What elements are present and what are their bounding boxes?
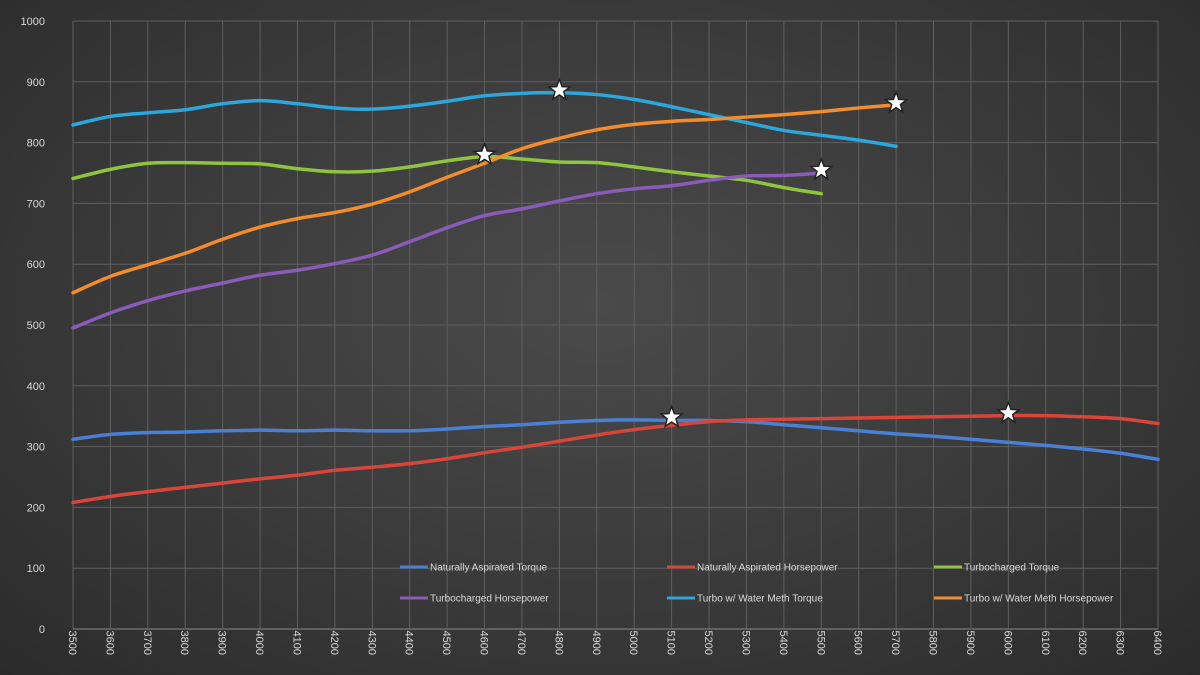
series-line-0	[71, 418, 1160, 462]
x-tick-label: 4900	[590, 631, 602, 655]
peak-star-marker	[546, 77, 572, 101]
x-tick-label: 6300	[1114, 631, 1126, 655]
y-tick-label: 800	[27, 138, 45, 150]
x-tick-label: 5700	[889, 631, 901, 655]
x-tick-label: 6000	[1001, 631, 1013, 655]
legend: Naturally Aspirated Torque Naturally Aspi…	[400, 563, 1114, 605]
x-tick-label: 4700	[515, 631, 527, 655]
peak-star-marker	[472, 141, 498, 166]
series-line-1	[71, 413, 1160, 505]
y-axis-tick-labels: 0 100 200 300 400 500 600 700 800 900 1000	[21, 16, 45, 636]
y-tick-label: 500	[27, 320, 45, 332]
series-line-3	[71, 171, 824, 330]
x-tick-label: 4800	[552, 631, 564, 655]
y-tick-label: 300	[27, 442, 45, 454]
legend-label: Turbo w/ Water Meth Horsepower	[964, 594, 1114, 605]
peak-markers	[472, 77, 1021, 429]
x-tick-label: 6200	[1076, 631, 1088, 655]
x-tick-label: 4100	[290, 631, 302, 655]
x-tick-label: 3500	[66, 631, 78, 655]
y-tick-label: 900	[27, 77, 45, 89]
legend-label: Naturally Aspirated Torque	[430, 563, 548, 574]
legend-label: Naturally Aspirated Horsepower	[697, 563, 838, 574]
y-tick-label: 1000	[21, 16, 45, 28]
x-tick-label: 5300	[739, 631, 751, 655]
legend-label: Turbocharged Torque	[964, 563, 1060, 574]
x-tick-label: 6100	[1039, 631, 1051, 655]
series-line-4	[71, 90, 898, 148]
legend-label: Turbocharged Horsepower	[430, 594, 549, 605]
x-axis-tick-labels: 3500 3600 3700 3800 3900 4000 4100 4200 4300 4400…	[66, 631, 1163, 655]
x-tick-label: 5400	[777, 631, 789, 655]
y-tick-label: 600	[27, 259, 45, 271]
x-tick-label: 5600	[852, 631, 864, 655]
y-tick-label: 0	[39, 624, 45, 636]
x-tick-label: 4600	[478, 631, 490, 655]
y-tick-label: 400	[27, 381, 45, 393]
x-tick-label: 4200	[328, 631, 340, 655]
x-tick-label: 4500	[440, 631, 452, 655]
x-tick-label: 5800	[927, 631, 939, 655]
peak-star-marker	[995, 400, 1021, 424]
peak-star-marker	[883, 89, 909, 114]
x-tick-label: 3600	[103, 631, 115, 655]
peak-star-marker	[808, 156, 834, 181]
x-tick-label: 5000	[627, 631, 639, 655]
x-tick-label: 5500	[814, 631, 826, 655]
x-tick-label: 4300	[365, 631, 377, 655]
x-tick-label: 5100	[665, 631, 677, 655]
x-tick-label: 4400	[403, 631, 415, 655]
data-series	[71, 90, 1160, 505]
series-line-2	[71, 154, 824, 196]
peak-star-marker	[659, 404, 685, 429]
x-tick-label: 5200	[702, 631, 714, 655]
y-tick-label: 100	[27, 563, 45, 575]
legend-label: Turbo w/ Water Meth Torque	[697, 594, 823, 605]
x-tick-label: 5900	[964, 631, 976, 655]
series-line-5	[71, 103, 898, 295]
x-tick-label: 3900	[216, 631, 228, 655]
y-tick-label: 700	[27, 198, 45, 210]
x-tick-label: 6400	[1151, 631, 1163, 655]
x-tick-label: 3800	[178, 631, 190, 655]
gridlines	[72, 20, 1159, 630]
x-tick-label: 4000	[253, 631, 265, 655]
y-tick-label: 200	[27, 502, 45, 514]
x-tick-label: 3700	[141, 631, 153, 655]
